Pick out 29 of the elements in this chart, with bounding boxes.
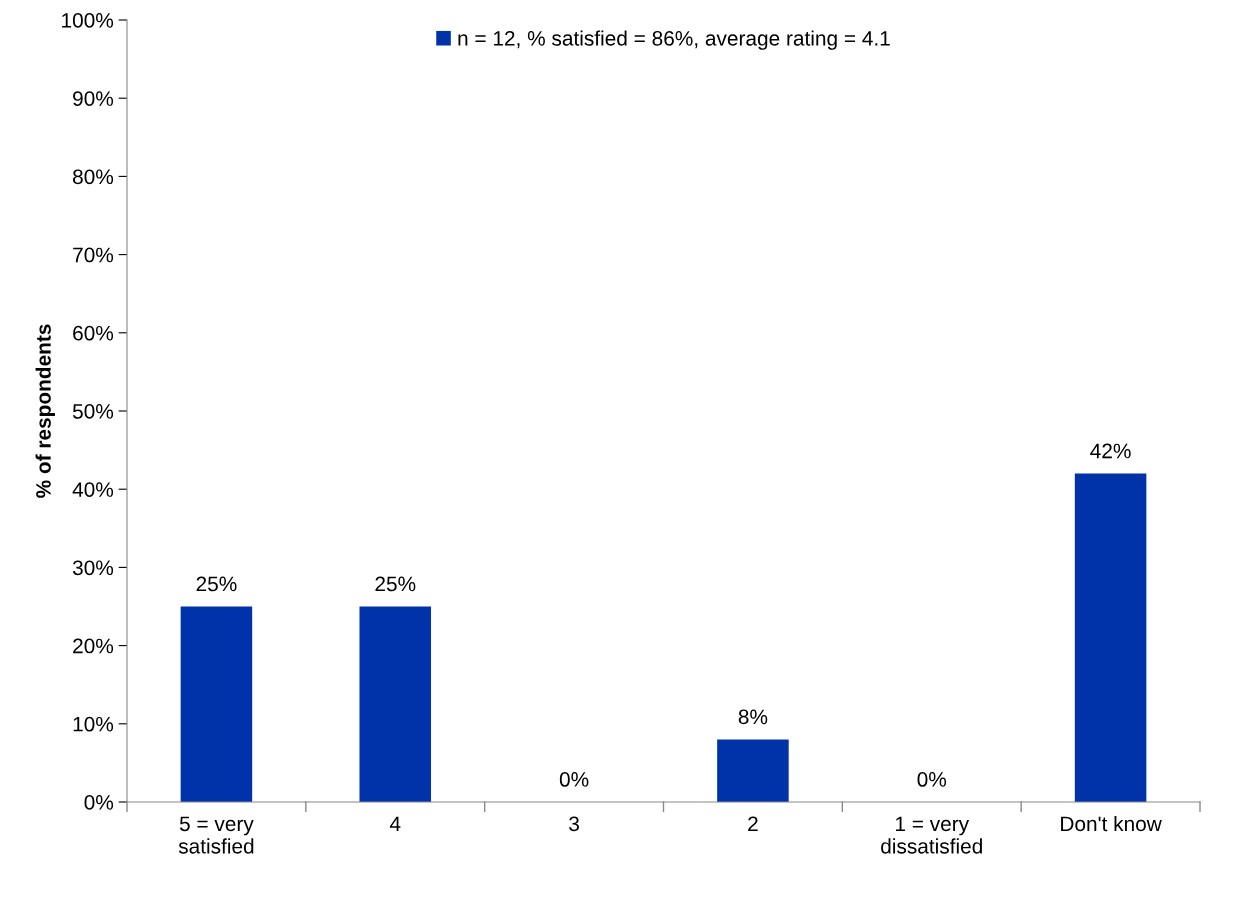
y-tick-label: 10% — [73, 716, 114, 732]
y-tick-label: 60% — [73, 325, 114, 341]
y-tick-label: 100% — [62, 13, 114, 28]
legend-label: n = 12, % satisfied = 86%, average rating = 4.1 — [458, 30, 890, 50]
y-axis-title: % of respondents — [35, 324, 55, 498]
x-tick-label: 5 = very satisfied — [178, 816, 254, 854]
y-tick-label: 80% — [73, 169, 114, 185]
data-label: 25% — [196, 576, 237, 592]
y-tick-label: 90% — [73, 91, 114, 106]
data-label: 0% — [917, 772, 947, 787]
x-tick-label: 4 — [389, 816, 401, 831]
bar — [717, 739, 789, 802]
data-label: 25% — [375, 576, 416, 592]
y-tick-label: 40% — [72, 482, 114, 497]
data-label: 42% — [1090, 443, 1131, 459]
y-tick-label: 0% — [84, 795, 114, 810]
y-tick-label: 30% — [72, 560, 114, 576]
bar — [180, 606, 253, 802]
y-tick-label: 50% — [72, 404, 114, 419]
x-tick-label: 2 — [748, 816, 758, 831]
bar — [359, 606, 432, 802]
data-label: 8% — [738, 709, 768, 725]
x-tick-label: Don't know — [1061, 815, 1162, 832]
bar — [1074, 473, 1147, 802]
x-tick-label: 1 = very dissatisfied — [881, 816, 982, 854]
x-tick-label: 3 — [569, 816, 579, 832]
data-label: 0% — [559, 772, 589, 787]
y-tick-label: 70% — [73, 247, 114, 263]
y-tick-label: 20% — [73, 638, 114, 654]
